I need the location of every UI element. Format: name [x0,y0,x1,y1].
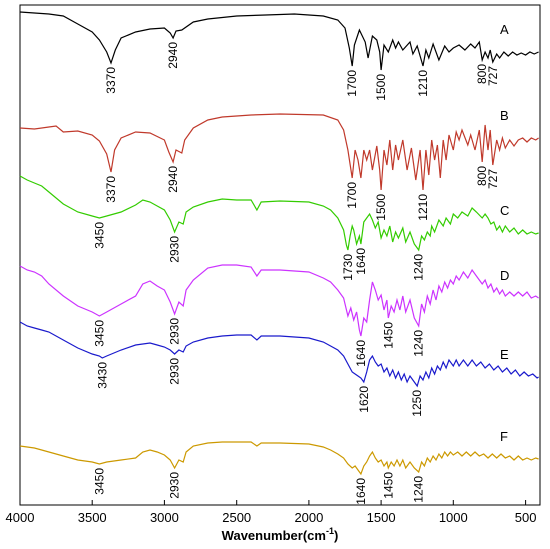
peak-label-e-1250: 1250 [410,390,424,417]
peak-label-c-2930: 2930 [168,236,182,263]
series-letter-e: E [500,347,509,362]
x-tick-label-1500: 1500 [367,510,396,525]
series-letter-c: C [500,203,509,218]
trace-a [19,11,539,71]
peak-label-b-727: 727 [486,169,500,189]
peak-label-a-2940: 2940 [166,42,180,69]
trace-b [19,113,539,191]
peak-label-a-3370: 3370 [104,67,118,94]
peak-label-f-1640: 1640 [354,478,368,505]
x-tick-label-2000: 2000 [294,510,323,525]
peak-label-d-1450: 1450 [381,322,395,349]
series-letter-b: B [500,108,509,123]
peak-label-b-1210: 1210 [416,194,430,221]
peak-label-c-1640: 1640 [354,248,368,275]
peak-label-a-1700: 1700 [345,70,359,97]
peak-label-c-3450: 3450 [92,222,106,249]
peak-label-a-1500: 1500 [374,74,388,101]
peak-label-b-1700: 1700 [345,182,359,209]
x-axis-title: Wavenumber(cm-1) [222,526,339,543]
peak-label-a-800: 800 [475,64,489,84]
x-axis-title-main: Wavenumber(cm [222,528,326,543]
x-axis: 4000 3500 3000 2500 2000 1500 1000 500 [6,500,537,525]
peak-label-e-3430: 3430 [95,362,109,389]
series-letter-f: F [500,429,508,444]
trace-c [19,175,539,252]
series-letters: A B C D E F [500,22,509,444]
peak-label-a-727: 727 [486,66,500,86]
peak-label-c-1240: 1240 [412,254,426,281]
peak-label-c-1730: 1730 [341,254,355,281]
peak-label-f-3450: 3450 [92,468,106,495]
peak-label-e-1620: 1620 [357,386,371,413]
peak-label-f-1240: 1240 [412,476,426,503]
trace-e [19,321,539,388]
x-tick-label-1000: 1000 [439,510,468,525]
series-letter-a: A [500,22,509,37]
trace-f [19,441,539,476]
x-tick-label-3500: 3500 [78,510,107,525]
peak-label-d-1240: 1240 [412,330,426,357]
spectra-traces [19,11,539,476]
peak-label-f-1450: 1450 [381,472,395,499]
peak-label-e-2930: 2930 [168,358,182,385]
peak-label-d-2930: 2930 [168,318,182,345]
x-axis-title-close: ) [334,528,338,543]
x-tick-label-2500: 2500 [222,510,251,525]
peak-label-b-2940: 2940 [166,166,180,193]
peak-label-d-3450: 3450 [92,320,106,347]
trace-d [19,264,539,337]
peak-label-b-3370: 3370 [104,176,118,203]
x-axis-title-sup: -1 [326,526,334,536]
peak-label-f-2930: 2930 [168,472,182,499]
x-tick-label-4000: 4000 [6,510,35,525]
peak-label-b-800: 800 [475,166,489,186]
x-tick-label-500: 500 [515,510,537,525]
peak-label-b-1500: 1500 [374,194,388,221]
series-letter-d: D [500,268,509,283]
peak-label-a-1210: 1210 [416,70,430,97]
x-tick-label-3000: 3000 [150,510,179,525]
peak-label-d-1640: 1640 [354,340,368,367]
plot-frame [19,4,541,506]
